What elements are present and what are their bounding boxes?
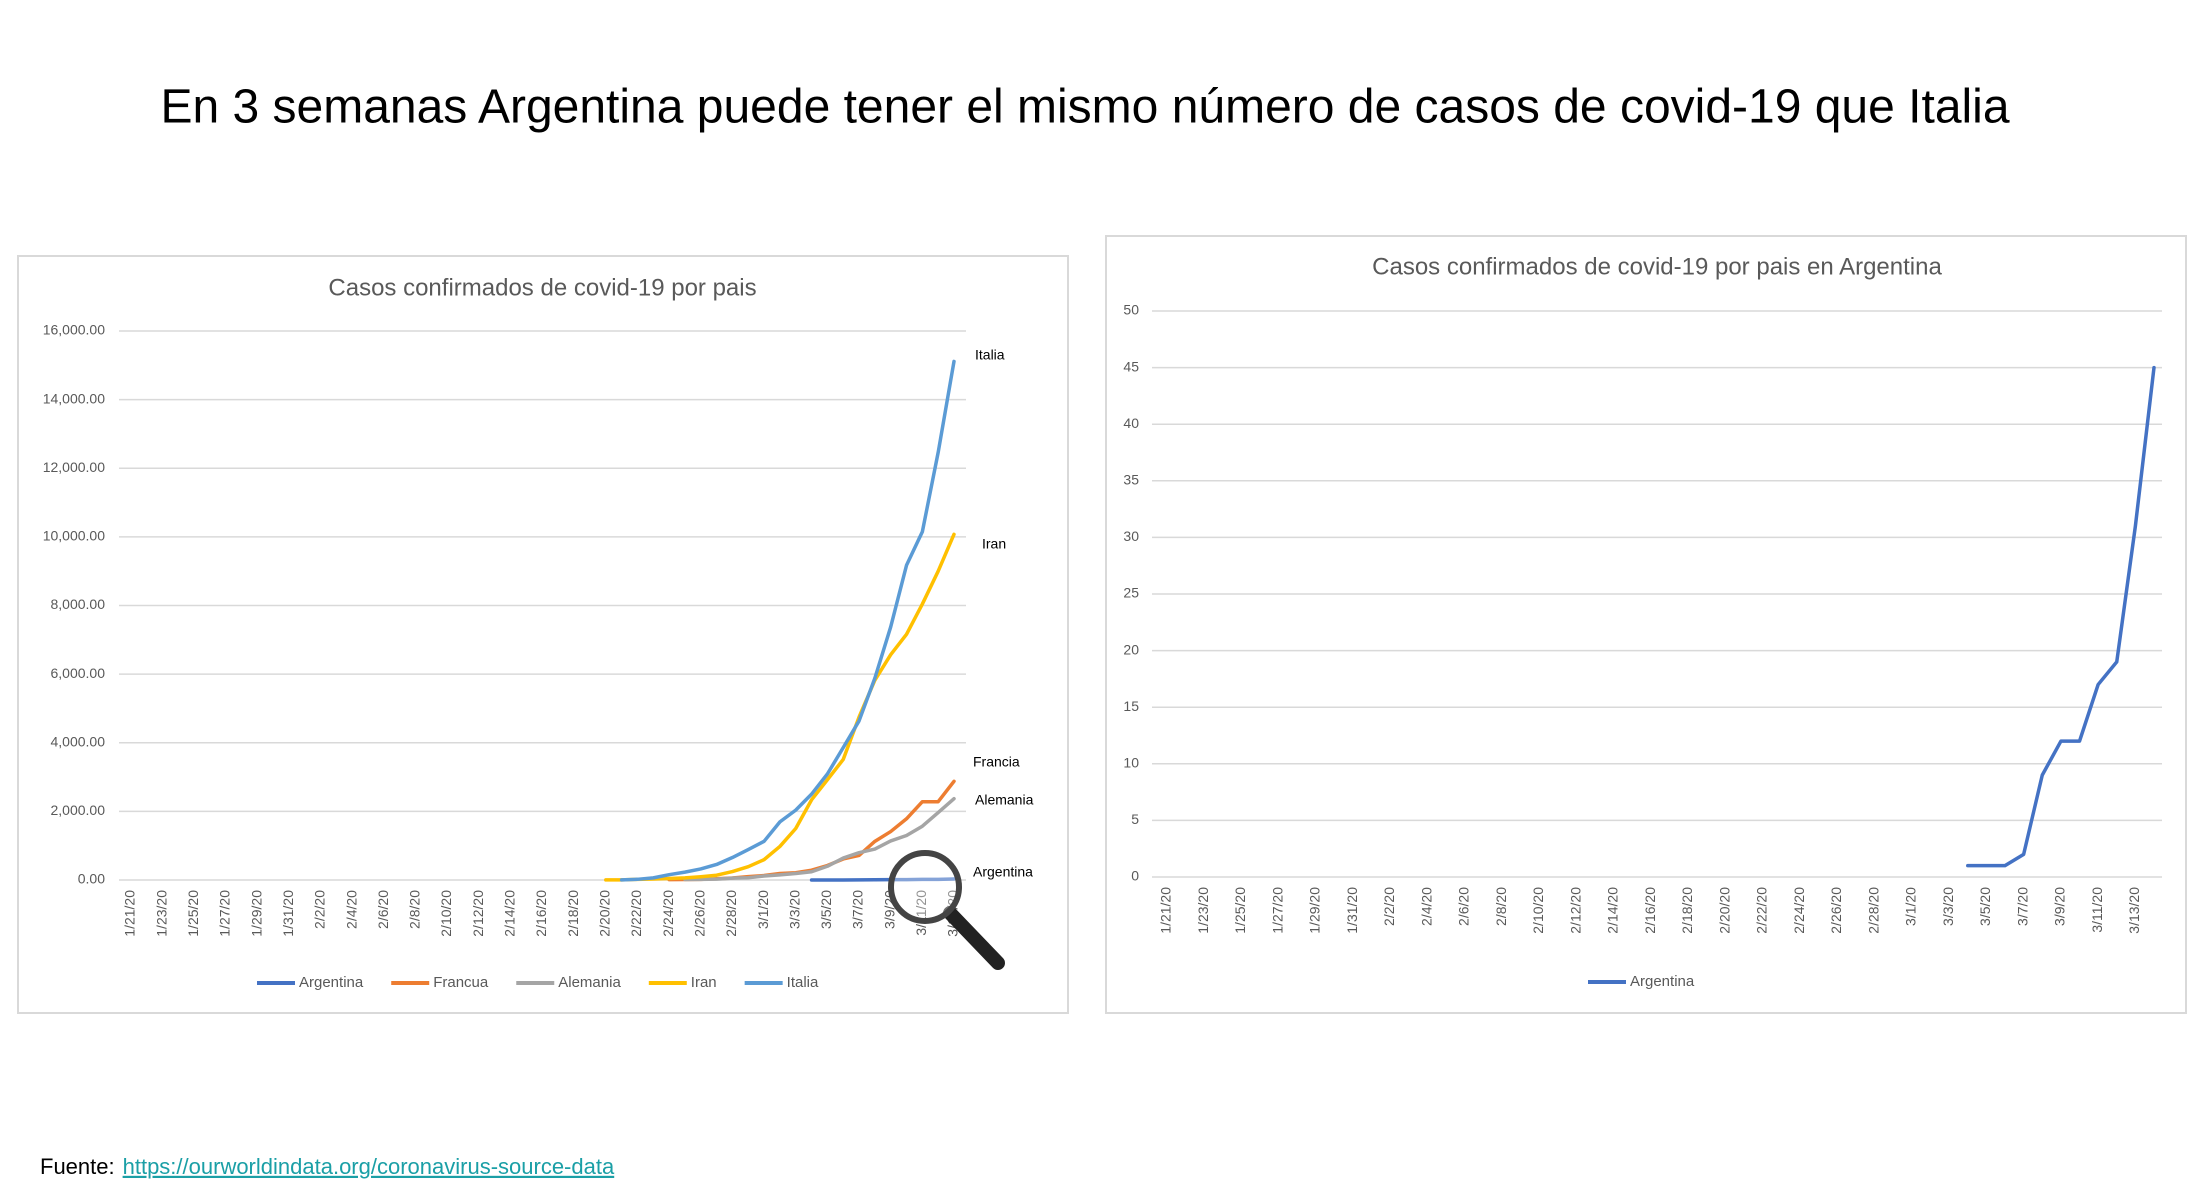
x-tick-label: 2/24/20 bbox=[660, 890, 676, 937]
x-tick-label: 2/10/20 bbox=[438, 890, 454, 937]
series-line bbox=[604, 532, 956, 882]
y-tick-label: 50 bbox=[1123, 302, 1139, 318]
legend-label: Francua bbox=[433, 974, 489, 991]
legend-label: Iran bbox=[691, 974, 717, 991]
y-tick-label: 0.00 bbox=[78, 871, 105, 887]
x-tick-label: 3/1/20 bbox=[755, 890, 771, 929]
x-tick-label: 3/7/20 bbox=[850, 890, 866, 929]
annotation: Italia bbox=[975, 347, 1005, 363]
legend-label: Italia bbox=[787, 974, 819, 991]
x-tick-label: 2/20/20 bbox=[1716, 887, 1732, 934]
chart-frame bbox=[1105, 235, 2187, 1014]
x-tick-label: 3/1/20 bbox=[1903, 887, 1919, 926]
x-tick-label: 2/28/20 bbox=[723, 890, 739, 937]
x-tick-label: 1/31/20 bbox=[1344, 887, 1360, 934]
legend-label: Argentina bbox=[1630, 973, 1695, 990]
x-tick-label: 2/10/20 bbox=[1530, 887, 1546, 934]
x-tick-label: 3/3/20 bbox=[786, 890, 802, 929]
x-tick-label: 2/14/20 bbox=[502, 890, 518, 937]
x-tick-label: 1/27/20 bbox=[217, 890, 233, 937]
y-tick-label: 10 bbox=[1123, 755, 1139, 771]
legend-label: Alemania bbox=[558, 974, 621, 991]
x-tick-label: 1/29/20 bbox=[248, 890, 264, 937]
y-tick-label: 14,000.00 bbox=[43, 390, 105, 406]
annotation: Alemania bbox=[975, 792, 1034, 808]
x-tick-label: 3/5/20 bbox=[1977, 887, 1993, 926]
x-tick-label: 1/27/20 bbox=[1269, 887, 1285, 934]
x-tick-label: 1/23/20 bbox=[153, 890, 169, 937]
x-tick-label: 1/21/20 bbox=[122, 890, 138, 937]
x-tick-label: 2/18/20 bbox=[1679, 887, 1695, 934]
x-tick-label: 2/4/20 bbox=[1418, 887, 1434, 926]
x-tick-label: 2/14/20 bbox=[1605, 887, 1621, 934]
x-tick-label: 1/31/20 bbox=[280, 890, 296, 937]
x-tick-label: 1/25/20 bbox=[1232, 887, 1248, 934]
x-tick-label: 2/6/20 bbox=[1456, 887, 1472, 926]
x-tick-label: 1/23/20 bbox=[1195, 887, 1211, 934]
x-tick-label: 2/24/20 bbox=[1791, 887, 1807, 934]
y-tick-label: 35 bbox=[1123, 472, 1139, 488]
source-link[interactable]: https://ourworldindata.org/coronavirus-s… bbox=[123, 1154, 615, 1179]
legend-label: Argentina bbox=[299, 974, 364, 991]
chart-title: Casos confirmados de covid-19 por pais e… bbox=[1372, 253, 1942, 280]
x-tick-label: 2/22/20 bbox=[1754, 887, 1770, 934]
y-tick-label: 12,000.00 bbox=[43, 459, 105, 475]
y-tick-label: 0 bbox=[1131, 868, 1139, 884]
series-line bbox=[619, 359, 956, 882]
x-tick-label: 3/11/20 bbox=[913, 890, 929, 936]
x-tick-label: 1/25/20 bbox=[185, 890, 201, 937]
y-tick-label: 2,000.00 bbox=[51, 802, 106, 818]
annotation: Iran bbox=[982, 536, 1006, 552]
y-tick-label: 30 bbox=[1123, 528, 1139, 544]
series-line bbox=[1966, 365, 2156, 868]
y-tick-label: 6,000.00 bbox=[51, 665, 106, 681]
chart: Casos confirmados de covid-19 por pais e… bbox=[1123, 253, 2162, 990]
x-tick-label: 2/8/20 bbox=[407, 890, 423, 929]
x-tick-label: 2/26/20 bbox=[691, 890, 707, 937]
x-tick-label: 3/13/20 bbox=[2126, 887, 2142, 934]
chart: Casos confirmados de covid-19 por pais 0.… bbox=[43, 274, 1034, 991]
y-tick-label: 5 bbox=[1131, 811, 1139, 827]
x-tick-label: 2/16/20 bbox=[1642, 887, 1658, 934]
x-tick-label: 2/12/20 bbox=[1567, 887, 1583, 934]
x-tick-label: 2/4/20 bbox=[343, 890, 359, 929]
y-tick-label: 40 bbox=[1123, 415, 1139, 431]
x-tick-label: 2/20/20 bbox=[597, 890, 613, 937]
y-tick-label: 15 bbox=[1123, 698, 1139, 714]
x-tick-label: 2/2/20 bbox=[1381, 887, 1397, 926]
x-tick-label: 2/26/20 bbox=[1828, 887, 1844, 934]
x-tick-label: 3/9/20 bbox=[2052, 887, 2068, 926]
y-tick-label: 20 bbox=[1123, 641, 1139, 657]
x-tick-label: 2/22/20 bbox=[628, 890, 644, 937]
x-tick-label: 3/3/20 bbox=[1940, 887, 1956, 926]
charts: Casos confirmados de covid-19 por pais 0.… bbox=[43, 253, 2162, 991]
annotation: Argentina bbox=[973, 864, 1033, 880]
y-tick-label: 10,000.00 bbox=[43, 528, 105, 544]
x-tick-label: 2/18/20 bbox=[565, 890, 581, 937]
x-tick-label: 2/12/20 bbox=[470, 890, 486, 937]
x-tick-label: 2/16/20 bbox=[533, 890, 549, 937]
x-tick-label: 2/2/20 bbox=[312, 890, 328, 929]
x-tick-label: 3/11/20 bbox=[2089, 887, 2105, 933]
x-tick-label: 2/28/20 bbox=[1865, 887, 1881, 934]
series-line bbox=[683, 796, 956, 882]
x-tick-label: 1/21/20 bbox=[1158, 887, 1174, 934]
y-tick-label: 45 bbox=[1123, 358, 1139, 374]
x-tick-label: 2/8/20 bbox=[1493, 887, 1509, 926]
y-tick-label: 25 bbox=[1123, 585, 1139, 601]
magnifier-icon bbox=[888, 850, 1005, 970]
series-line bbox=[809, 877, 956, 882]
x-tick-label: 2/6/20 bbox=[375, 890, 391, 929]
x-tick-label: 3/7/20 bbox=[2014, 887, 2030, 926]
annotation: Francia bbox=[973, 754, 1020, 770]
y-tick-label: 16,000.00 bbox=[43, 322, 105, 338]
y-tick-label: 8,000.00 bbox=[51, 596, 106, 612]
y-tick-label: 4,000.00 bbox=[51, 733, 106, 749]
footer-label: Fuente: bbox=[40, 1154, 115, 1179]
chart-title: Casos confirmados de covid-19 por pais bbox=[328, 274, 756, 301]
x-tick-label: 1/29/20 bbox=[1307, 887, 1323, 934]
x-tick-label: 3/5/20 bbox=[818, 890, 834, 929]
slide-title: En 3 semanas Argentina puede tener el mi… bbox=[160, 81, 2009, 134]
